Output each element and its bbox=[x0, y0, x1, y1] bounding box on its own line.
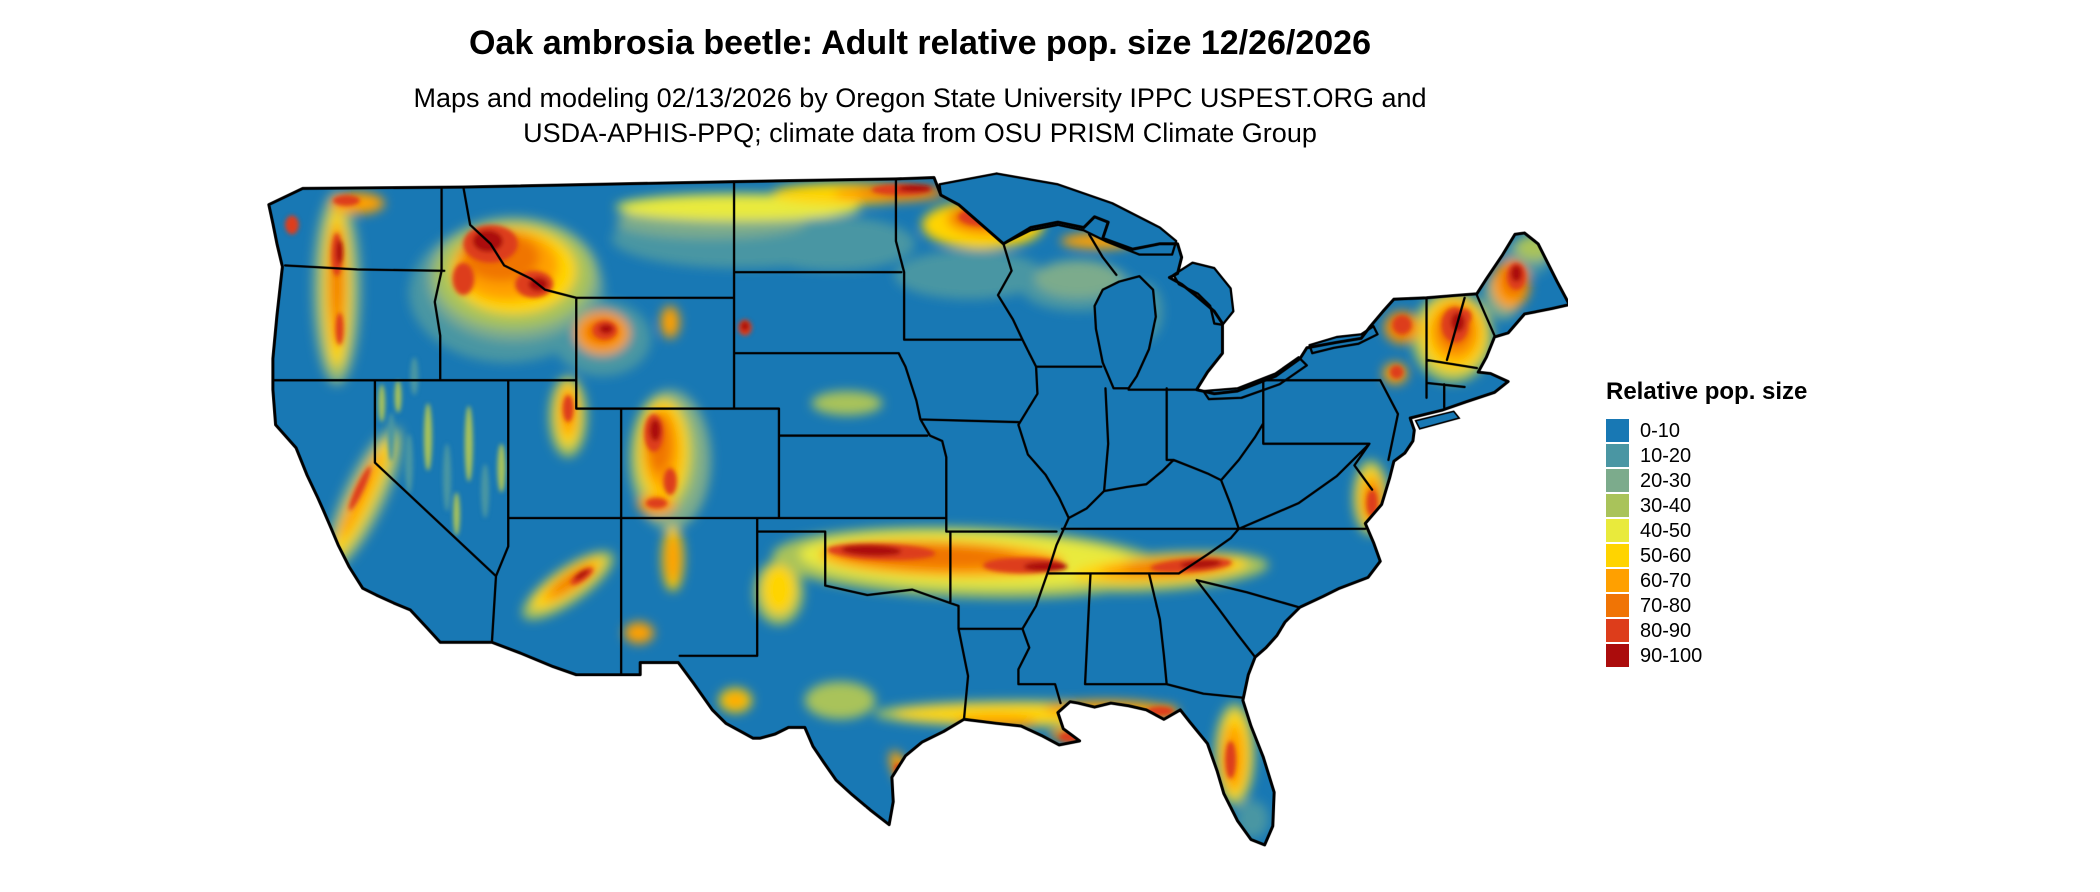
legend-swatch bbox=[1606, 444, 1629, 467]
page-title: Oak ambrosia beetle: Adult relative pop.… bbox=[468, 24, 1371, 62]
legend-label: 40-50 bbox=[1640, 519, 1692, 542]
legend-item: 60-70 bbox=[1606, 568, 1807, 593]
us-map bbox=[262, 160, 1568, 876]
lake-ontario bbox=[1308, 325, 1379, 355]
legend-item: 20-30 bbox=[1606, 468, 1807, 493]
legend-title: Relative pop. size bbox=[1606, 378, 1808, 405]
legend-swatch bbox=[1606, 619, 1629, 642]
legend-label: 50-60 bbox=[1640, 544, 1692, 567]
legend-label: 30-40 bbox=[1640, 494, 1692, 517]
legend-item: 10-20 bbox=[1606, 443, 1807, 468]
legend-swatch bbox=[1606, 544, 1629, 567]
legend-item: 70-80 bbox=[1606, 593, 1807, 618]
legend-swatch bbox=[1606, 469, 1629, 492]
state-borders bbox=[271, 177, 1496, 721]
long-island bbox=[1414, 410, 1461, 430]
legend: Relative pop. size 0-10 10-20 20-30 30-4… bbox=[1606, 378, 1807, 668]
legend-swatch bbox=[1606, 494, 1629, 517]
legend-item: 50-60 bbox=[1606, 543, 1807, 568]
legend-item: 0-10 bbox=[1606, 418, 1807, 443]
us-outline bbox=[267, 176, 1568, 847]
legend-label: 90-100 bbox=[1640, 644, 1703, 667]
legend-label: 10-20 bbox=[1640, 444, 1692, 467]
legend-swatch bbox=[1606, 569, 1629, 592]
map-attribution: Maps and modeling 02/13/2026 by Oregon S… bbox=[0, 81, 1840, 151]
attribution-line-2: USDA-APHIS-PPQ; climate data from OSU PR… bbox=[523, 117, 1317, 148]
legend-swatch bbox=[1606, 644, 1629, 667]
legend-swatch bbox=[1606, 594, 1629, 617]
map-header: Oak ambrosia beetle: Adult relative pop.… bbox=[0, 22, 1840, 151]
attribution-line-1: Maps and modeling 02/13/2026 by Oregon S… bbox=[413, 82, 1427, 113]
legend-item: 80-90 bbox=[1606, 618, 1807, 643]
legend-label: 80-90 bbox=[1640, 619, 1692, 642]
lake-michigan bbox=[1093, 275, 1157, 390]
legend-label: 0-10 bbox=[1640, 419, 1681, 442]
legend-item: 30-40 bbox=[1606, 493, 1807, 518]
legend-label: 20-30 bbox=[1640, 469, 1692, 492]
legend-item: 90-100 bbox=[1606, 643, 1807, 668]
legend-label: 60-70 bbox=[1640, 569, 1692, 592]
legend-swatch bbox=[1606, 419, 1629, 442]
legend-item: 40-50 bbox=[1606, 518, 1807, 543]
us-map-svg bbox=[267, 172, 1568, 847]
legend-label: 70-80 bbox=[1640, 594, 1692, 617]
legend-swatch bbox=[1606, 519, 1629, 542]
